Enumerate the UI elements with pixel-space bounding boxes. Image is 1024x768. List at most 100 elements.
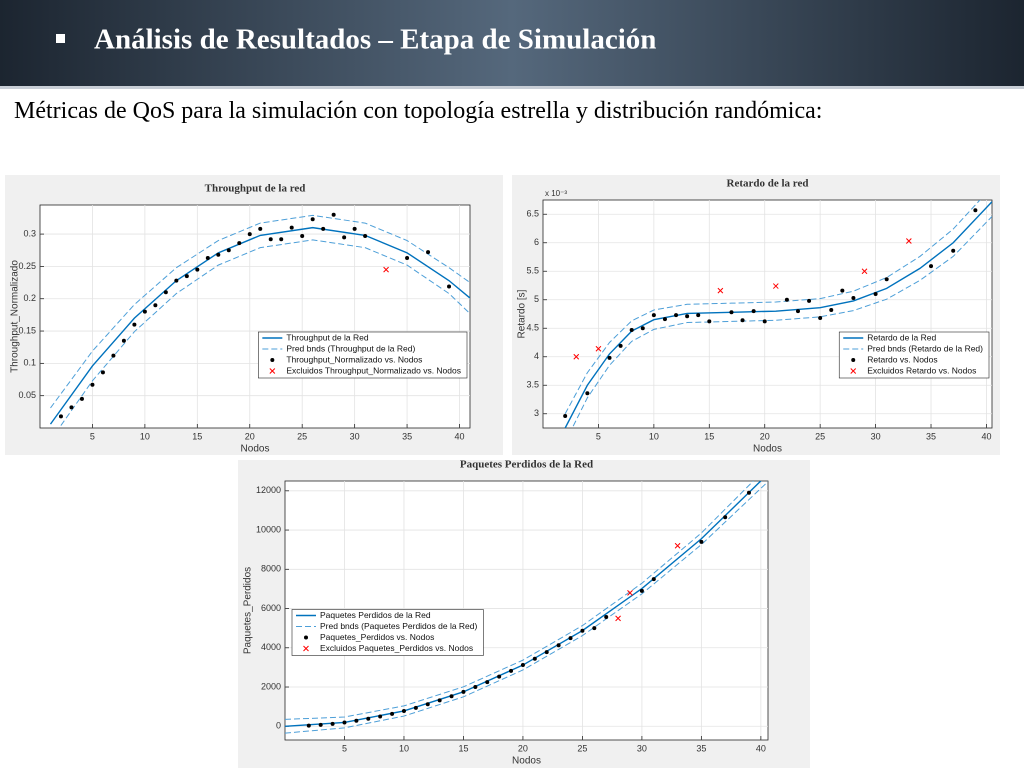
data-point: [723, 515, 728, 520]
data-point: [707, 319, 712, 324]
x-tick-label: 5: [90, 431, 95, 441]
data-point: [740, 318, 745, 323]
data-point: [563, 414, 568, 419]
data-point: [321, 226, 326, 231]
data-point: [807, 298, 812, 303]
y-axis-label: Retardo [s]: [517, 289, 528, 338]
data-point: [163, 290, 168, 295]
excluded-point: [573, 353, 580, 360]
legend-box: [258, 331, 468, 379]
data-point: [651, 577, 656, 582]
x-tick-label: 20: [518, 743, 528, 753]
plot-area: [39, 204, 471, 429]
data-point: [132, 322, 137, 327]
legend-swatch: [270, 358, 275, 362]
data-point: [69, 405, 74, 410]
data-point: [592, 626, 597, 631]
y-tick-label: 0.05: [18, 390, 36, 400]
legend-label: Paquetes Perdidos de la Red: [320, 610, 431, 620]
x-tick-label: 40: [455, 431, 465, 441]
data-point: [142, 309, 147, 314]
y-tick-label: 4: [534, 351, 539, 361]
data-point: [258, 226, 263, 231]
x-tick-label: 20: [245, 431, 255, 441]
data-point: [520, 663, 525, 668]
chart-title: Retardo de la red: [727, 178, 809, 190]
data-point: [366, 716, 371, 721]
data-point: [425, 702, 430, 707]
data-point: [674, 313, 679, 318]
excluded-point: [861, 268, 868, 275]
excluded-point: [595, 345, 602, 352]
legend-swatch: [850, 368, 857, 374]
bound-line: [50, 214, 470, 409]
data-point: [153, 303, 158, 308]
y-tick-label: 12000: [256, 485, 281, 495]
data-point: [111, 353, 116, 358]
legend-label: Excluidos Retardo vs. Nodos: [867, 365, 976, 375]
data-point: [184, 274, 189, 279]
data-point: [352, 226, 357, 231]
data-point: [696, 313, 701, 318]
header-rule: [0, 86, 1024, 89]
data-point: [216, 252, 221, 257]
data-point: [174, 278, 179, 283]
x-tick-label: 35: [402, 431, 412, 441]
data-point: [640, 326, 645, 331]
data-point: [818, 315, 823, 320]
y-tick-label: 0: [276, 721, 281, 731]
legend-swatch: [851, 358, 856, 362]
y-tick-label: 3: [534, 408, 539, 418]
x-tick-label: 5: [596, 431, 601, 441]
y-tick-label: 6: [534, 237, 539, 247]
y-tick-label: 6.5: [526, 209, 539, 219]
series-group: [563, 200, 992, 428]
data-point: [100, 370, 105, 375]
y-tick-label: 0.15: [18, 325, 36, 335]
data-point: [873, 292, 878, 297]
data-point: [729, 310, 734, 315]
bound-line: [58, 239, 470, 428]
data-point: [485, 680, 490, 685]
data-point: [205, 256, 210, 261]
x-tick-label: 40: [756, 743, 766, 753]
y-tick-label: 8000: [261, 564, 281, 574]
data-point: [226, 248, 231, 253]
legend-label: Throughput_Normalizado vs. Nodos: [286, 354, 422, 364]
data-point: [378, 714, 383, 719]
x-tick-label: 25: [815, 431, 825, 441]
data-point: [90, 382, 95, 387]
x-tick-label: 15: [192, 431, 202, 441]
y-tick-label: 4000: [261, 642, 281, 652]
bound-line: [571, 216, 992, 428]
legend-swatch: [304, 635, 308, 640]
x-axis-label: Nodos: [512, 756, 541, 767]
data-point: [639, 588, 644, 593]
legend-label: Pred bnds (Retardo de la Red): [867, 343, 983, 353]
plot-area: [542, 199, 993, 429]
series-group: [285, 481, 768, 734]
data-point: [268, 237, 273, 242]
data-point: [318, 722, 323, 727]
x-tick-label: 40: [981, 431, 991, 441]
legend-box: [838, 331, 990, 379]
data-point: [237, 241, 242, 246]
x-tick-label: 30: [350, 431, 360, 441]
data-point: [461, 689, 466, 694]
chart-title: Paquetes Perdidos de la Red: [460, 459, 593, 471]
x-tick-label: 30: [871, 431, 881, 441]
y-tick-label: 5.5: [526, 266, 539, 276]
data-point: [929, 264, 934, 269]
data-point: [629, 327, 634, 332]
data-point: [405, 256, 410, 261]
data-point: [662, 317, 667, 322]
x-tick-label: 10: [140, 431, 150, 441]
data-point: [330, 721, 335, 726]
data-point: [746, 490, 751, 495]
excluded-point: [674, 542, 681, 549]
x-tick-label: 35: [926, 431, 936, 441]
data-point: [331, 212, 336, 217]
excluded-point: [905, 238, 912, 244]
